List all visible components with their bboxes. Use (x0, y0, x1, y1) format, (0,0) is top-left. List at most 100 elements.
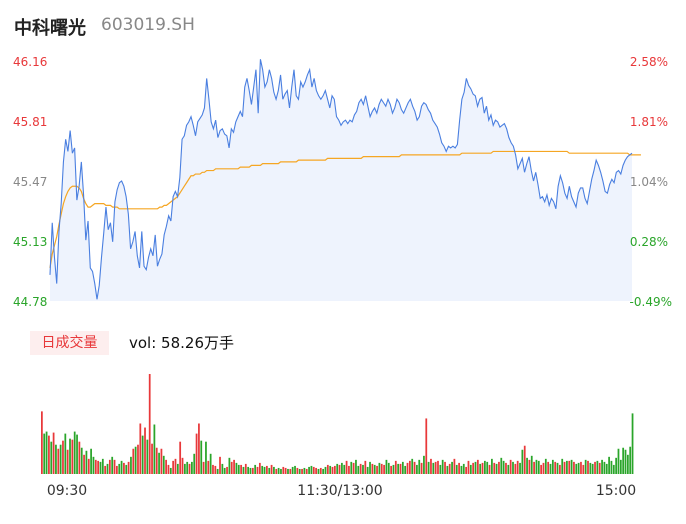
volume-bar (329, 465, 332, 474)
volume-bar (561, 458, 564, 474)
volume-bar (200, 440, 203, 474)
volume-bar (526, 457, 528, 474)
volume-bar (144, 427, 146, 474)
volume-bar (240, 464, 242, 474)
volume-bar (221, 463, 224, 474)
volume-bar (413, 461, 416, 474)
volume-bar (179, 441, 182, 474)
volume-bar (83, 454, 85, 474)
volume-bar (172, 460, 175, 474)
volume-bar (176, 463, 179, 474)
volume-bar (479, 463, 482, 474)
volume-bar (301, 468, 303, 474)
volume-bar (631, 413, 634, 474)
volume-bar (247, 466, 250, 474)
volume-bar (153, 424, 156, 474)
volume-bar (280, 468, 282, 474)
volume-bar (139, 423, 142, 474)
volume-bar (519, 462, 521, 474)
volume-bar (575, 463, 578, 474)
volume-bar (580, 461, 582, 474)
volume-bar (540, 464, 543, 474)
volume-bar (130, 456, 132, 474)
stock-name: 中科曙光 (14, 18, 86, 39)
volume-bar (99, 461, 102, 474)
volume-bar (249, 467, 252, 474)
volume-bar (390, 465, 392, 474)
volume-bar (551, 459, 554, 474)
volume-bar (116, 465, 118, 474)
volume-bar (383, 464, 385, 474)
volume-bar (437, 460, 439, 474)
volume-bar (80, 447, 83, 474)
y-tick-right-0: 2.58% (630, 55, 668, 69)
volume-bar (310, 465, 313, 474)
y-tick-right-4: -0.49% (630, 295, 672, 309)
volume-bar (401, 461, 404, 474)
volume-bar (603, 461, 606, 474)
volume-bar (451, 461, 453, 474)
volume-bar (317, 468, 320, 474)
volume-bar (357, 465, 360, 474)
volume-bar (453, 458, 456, 474)
volume-bar (601, 459, 603, 474)
volume-bar (408, 460, 411, 474)
volume-bar (308, 466, 310, 474)
volume-bar (55, 444, 57, 474)
price-line (49, 59, 633, 300)
volume-bar (92, 456, 95, 474)
volume-bar (476, 459, 479, 474)
volume-bar (106, 463, 109, 474)
volume-bar (591, 463, 594, 474)
volume-bar (474, 461, 477, 474)
volume-value: vol: 58.26万手 (129, 334, 234, 352)
volume-bar (549, 463, 552, 474)
volume-bar (460, 465, 463, 474)
volume-bar (155, 447, 158, 474)
price-area (50, 59, 632, 302)
volume-bar (516, 460, 519, 474)
volume-bar (212, 464, 214, 474)
volume-bar (66, 449, 69, 474)
volume-bar (594, 461, 596, 474)
volume-bar (483, 460, 486, 474)
volume-bar (373, 464, 376, 474)
volume-bar (514, 463, 517, 474)
volume-bar (554, 461, 557, 474)
volume-bar (343, 464, 346, 474)
volume-bar (273, 466, 275, 474)
volume-bar (486, 461, 489, 474)
volume-bar (512, 461, 514, 474)
volume-bar (439, 464, 442, 474)
volume-bar (338, 464, 341, 474)
volume-bar (132, 448, 135, 474)
volume-bar (416, 464, 418, 474)
volume-bar (537, 460, 540, 474)
volume-bar (315, 467, 317, 474)
volume-bar (90, 448, 92, 474)
volume-bar (287, 468, 289, 474)
volume-bar (488, 464, 491, 474)
volume-bar (619, 459, 622, 474)
volume-bar (568, 460, 571, 474)
price-panel (49, 59, 641, 302)
volume-bar (500, 457, 503, 474)
volume-bar (462, 463, 465, 474)
volume-bar (183, 463, 186, 474)
volume-bar (584, 459, 587, 474)
volume-bar (296, 467, 299, 474)
volume-bar (530, 455, 533, 474)
volume-bar (582, 464, 585, 474)
volume-bar (87, 458, 90, 474)
volume-bar (570, 459, 573, 474)
volume-bar (378, 462, 381, 474)
volume-bar (69, 438, 71, 474)
volume-bar (544, 458, 547, 474)
volume-bar (108, 459, 111, 474)
volume-bar (289, 468, 292, 474)
volume-bar (244, 463, 247, 474)
volume-bar (610, 460, 613, 474)
volume-bar (371, 463, 374, 474)
volume-bar (43, 433, 46, 474)
y-tick-right-3: 0.28% (630, 235, 668, 249)
